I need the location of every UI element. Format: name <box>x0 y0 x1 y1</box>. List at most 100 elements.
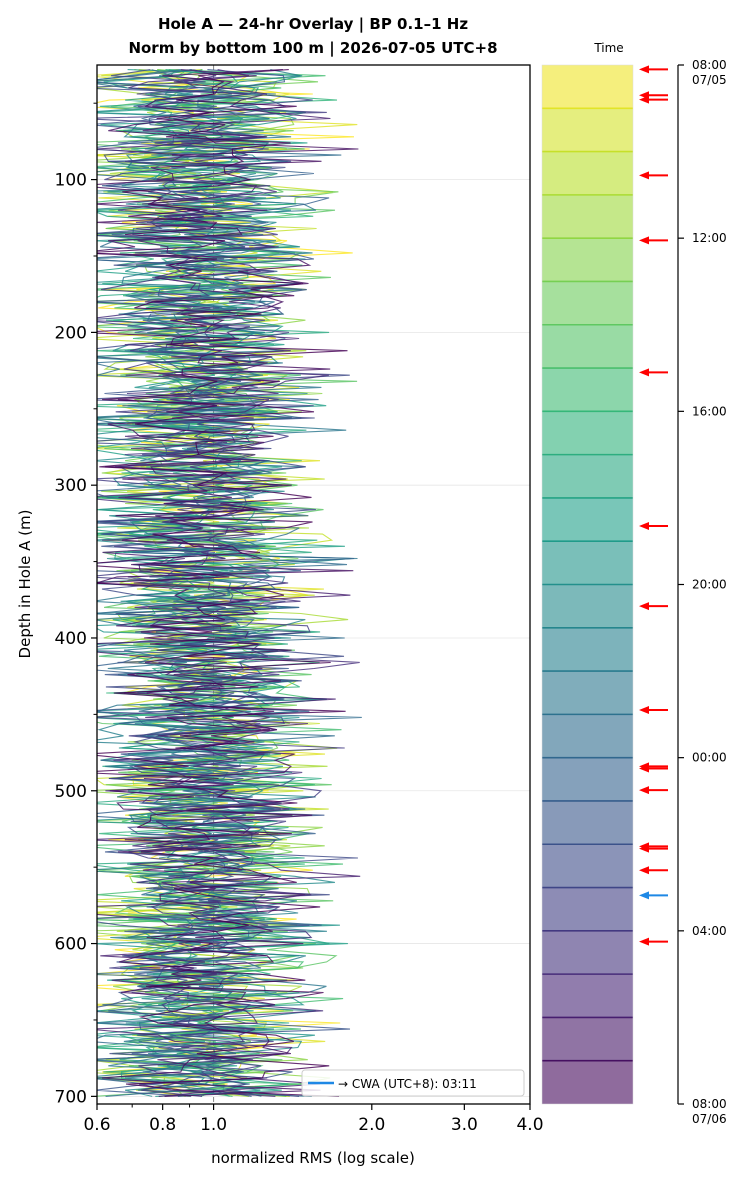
time-tick-label: 16:00 <box>692 404 727 418</box>
colorbar-bands <box>542 65 633 1104</box>
event-marker-arrow-head <box>639 786 649 795</box>
x-tick-label: 2.0 <box>358 1115 385 1135</box>
colorbar-frame <box>541 64 634 1105</box>
y-tick-label: 300 <box>55 476 87 496</box>
rms-profile-line <box>97 69 348 1097</box>
chart-title-line2: Norm by bottom 100 m | 2026-07-05 UTC+8 <box>128 39 497 58</box>
colorbar-band <box>542 454 633 498</box>
series-layer <box>97 69 362 1097</box>
time-tick-label: 08:00 <box>692 1097 727 1111</box>
x-tick-label: 1.0 <box>200 1115 227 1135</box>
event-marker-arrow <box>639 368 668 377</box>
time-tick-label: 00:00 <box>692 751 727 765</box>
event-marker-arrow <box>639 602 668 611</box>
event-marker-arrow <box>639 65 668 74</box>
legend-box <box>301 1069 525 1097</box>
rms-profile-line <box>97 69 359 1097</box>
rms-profile-line <box>97 69 361 1097</box>
colorbar-band <box>542 1017 633 1061</box>
event-marker-arrow <box>639 95 668 104</box>
colorbar-band <box>542 497 633 542</box>
time-axis-ticks: 08:0007/0512:0016:0020:0000:0004:0008:00… <box>678 58 727 1126</box>
legend: → CWA (UTC+8): 03:11 <box>301 1069 525 1097</box>
colorbar-band <box>542 151 633 195</box>
colorbar-band <box>542 281 633 325</box>
y-tick-label: 600 <box>55 935 87 955</box>
event-marker-arrow <box>639 706 668 715</box>
event-marker-arrow-head <box>639 522 649 531</box>
cwa-marker-arrow <box>639 891 668 900</box>
colorbar-band <box>542 411 633 455</box>
event-marker-arrow <box>639 522 668 531</box>
time-tick-label: 04:00 <box>692 924 727 938</box>
depth-profile-plot: 0.6 0.8 1.0 2.0 3.0 4.0 100 200 300 400 500 600 700… <box>16 64 544 1167</box>
colorbar-label: Time <box>593 41 623 55</box>
x-tick-label: 3.0 <box>451 1115 478 1135</box>
event-marker-arrow <box>639 171 668 180</box>
event-marker-arrow-head <box>639 368 649 377</box>
colorbar-band <box>542 627 633 672</box>
colorbar-band <box>542 65 633 109</box>
y-axis-ticks: 100 200 300 400 500 600 700 <box>55 102 97 1107</box>
x-axis-label: normalized RMS (log scale) <box>211 1149 415 1167</box>
colorbar-band <box>542 887 633 931</box>
event-marker-arrow-head <box>639 236 649 245</box>
cwa-marker-arrow-head <box>639 891 649 900</box>
x-axis-ticks: 0.6 0.8 1.0 2.0 3.0 4.0 <box>83 1104 544 1135</box>
rms-profile-line <box>97 69 352 1097</box>
time-tick-label: 08:00 <box>692 58 727 72</box>
colorbar-band <box>542 757 633 801</box>
x-tick-label: 0.8 <box>149 1115 176 1135</box>
event-marker-arrow <box>639 844 668 853</box>
event-marker-arrow-head <box>639 602 649 611</box>
colorbar-band <box>542 194 633 239</box>
y-tick-label: 200 <box>55 323 87 343</box>
time-tick-label: 12:00 <box>692 231 727 245</box>
rms-profile-line <box>97 69 360 1097</box>
y-tick-label: 500 <box>55 782 87 802</box>
colorbar-band <box>542 714 633 758</box>
event-marker-arrow <box>639 236 668 245</box>
event-marker-arrow <box>639 937 668 946</box>
colorbar-band <box>542 974 633 1018</box>
chart-title-line1: Hole A — 24-hr Overlay | BP 0.1–1 Hz <box>158 15 468 34</box>
event-marker-arrow <box>639 764 668 773</box>
time-tick-label: 07/05 <box>692 73 727 87</box>
colorbar-band <box>542 930 633 975</box>
event-marker-arrow-head <box>639 706 649 715</box>
rms-profile-line <box>97 69 335 1097</box>
colorbar-band <box>542 800 633 845</box>
y-tick-label: 400 <box>55 629 87 649</box>
event-markers <box>639 65 668 946</box>
colorbar-band <box>542 238 633 282</box>
event-marker-arrow-head <box>639 844 649 853</box>
plot-frame <box>96 64 531 1105</box>
event-marker-arrow-head <box>639 65 649 74</box>
event-marker-arrow-head <box>639 866 649 875</box>
y-axis-label: Depth in Hole A (m) <box>16 510 34 659</box>
colorbar-band <box>542 324 633 369</box>
colorbar-band <box>542 584 633 628</box>
colorbar-band <box>542 1060 633 1104</box>
colorbar-band <box>542 671 633 715</box>
rms-profile-line <box>97 69 327 1097</box>
legend-label: → CWA (UTC+8): 03:11 <box>338 1077 477 1091</box>
x-tick-label: 0.6 <box>83 1115 110 1135</box>
colorbar-band <box>542 108 633 152</box>
time-tick-label: 20:00 <box>692 578 727 592</box>
event-marker-arrow-head <box>639 95 649 104</box>
colorbar-band <box>542 844 633 888</box>
rms-profile-line <box>97 69 355 1097</box>
y-tick-label: 700 <box>55 1087 87 1107</box>
event-marker-arrow-head <box>639 171 649 180</box>
time-tick-label: 07/06 <box>692 1112 727 1126</box>
colorbar-band <box>542 368 633 412</box>
colorbar-band <box>542 541 633 585</box>
rms-profile-line <box>97 69 345 1097</box>
x-tick-label: 4.0 <box>516 1115 543 1135</box>
event-marker-arrow-head <box>639 937 649 946</box>
event-marker-arrow-head <box>639 764 649 773</box>
event-marker-arrow <box>639 786 668 795</box>
rms-profile-line <box>97 69 344 1097</box>
